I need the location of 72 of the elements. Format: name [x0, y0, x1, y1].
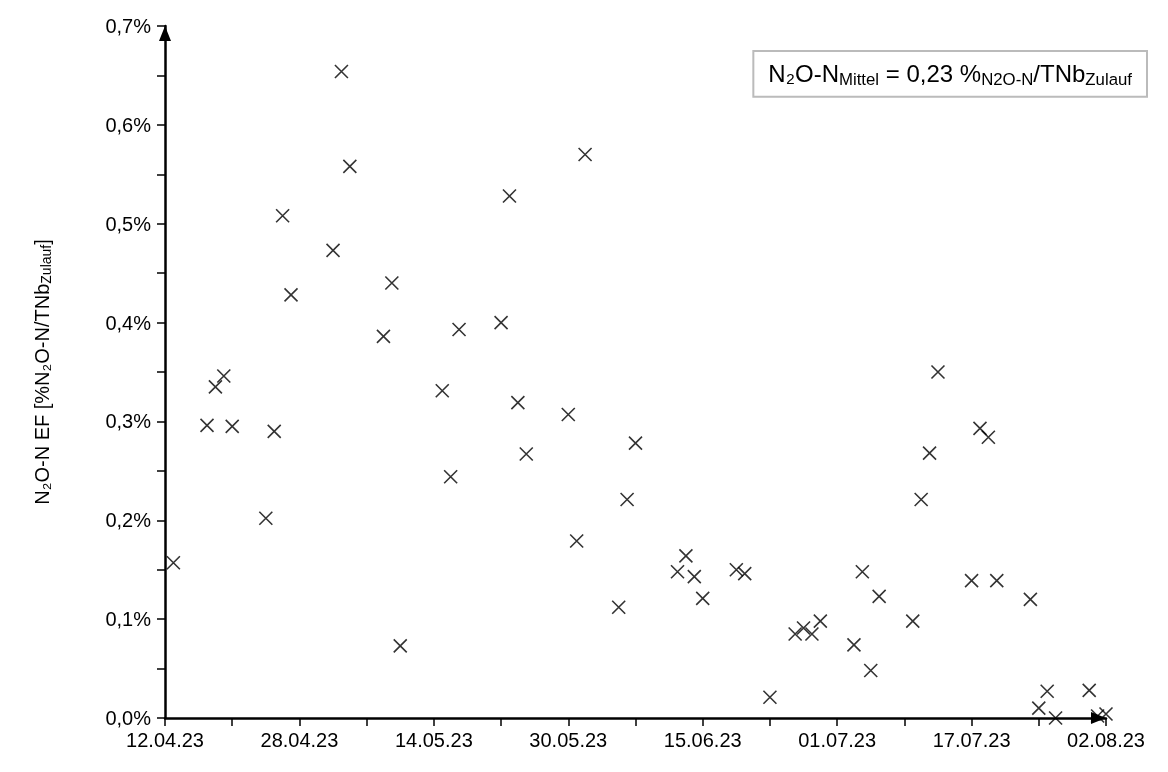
x-tick-label: 17.07.23 — [932, 729, 1011, 751]
y-tick-label: 0,3% — [105, 410, 152, 433]
y-tick-label: 0,2% — [105, 509, 152, 532]
point — [1081, 683, 1097, 698]
y-tick-label: 0,0% — [105, 707, 152, 729]
point — [922, 445, 937, 461]
point — [871, 589, 887, 604]
point — [1098, 706, 1114, 722]
y-tick-label: 0,1% — [105, 608, 152, 631]
point — [628, 435, 643, 451]
point — [1039, 684, 1055, 699]
point — [787, 626, 803, 642]
point — [224, 419, 240, 434]
point — [510, 395, 526, 410]
point — [577, 147, 593, 162]
point — [266, 424, 282, 439]
point — [678, 548, 694, 564]
point — [863, 663, 879, 678]
point — [334, 64, 349, 79]
point — [813, 613, 828, 629]
point — [989, 573, 1005, 588]
point — [342, 159, 358, 174]
point — [258, 511, 274, 526]
x-tick-label: 12.04.23 — [126, 729, 204, 751]
point — [670, 564, 685, 579]
point — [199, 418, 215, 433]
point — [846, 637, 862, 653]
x-tick-label: 15.06.23 — [663, 729, 742, 751]
point — [560, 407, 576, 422]
point — [384, 275, 400, 291]
point — [729, 562, 744, 578]
point — [569, 533, 584, 549]
point — [796, 620, 811, 636]
point — [216, 368, 232, 384]
point — [930, 364, 946, 380]
point — [502, 188, 517, 204]
point — [737, 566, 753, 581]
point — [611, 599, 626, 615]
point — [493, 315, 509, 330]
x-tick-label: 28.04.23 — [260, 729, 339, 751]
point — [1023, 592, 1038, 607]
y-tick-label: 0,7% — [105, 15, 152, 37]
y-tick-label: 0,6% — [105, 113, 152, 136]
point — [964, 573, 979, 588]
x-tick-label: 01.07.23 — [798, 729, 877, 751]
y-tick-label: 0,5% — [105, 212, 152, 235]
point — [695, 591, 711, 606]
point — [443, 469, 458, 485]
point — [804, 626, 820, 642]
point — [325, 243, 341, 258]
point — [762, 689, 778, 705]
point — [275, 208, 290, 224]
x-tick-label: 14.05.23 — [394, 729, 473, 751]
x-tick-label: 30.05.23 — [529, 729, 608, 751]
point — [1048, 710, 1063, 726]
y-tick-label: 0,4% — [105, 311, 152, 334]
point — [451, 322, 467, 337]
point — [905, 613, 921, 629]
x-tick-label: 02.08.23 — [1067, 729, 1145, 751]
point — [619, 492, 635, 507]
point — [981, 429, 996, 445]
point — [392, 638, 408, 654]
point — [687, 569, 702, 584]
point — [855, 564, 870, 579]
point — [208, 379, 223, 395]
point — [913, 492, 929, 507]
point — [376, 329, 391, 344]
point — [1031, 700, 1047, 716]
point — [972, 421, 988, 436]
point — [518, 446, 534, 462]
point — [283, 287, 299, 303]
point — [434, 383, 450, 399]
